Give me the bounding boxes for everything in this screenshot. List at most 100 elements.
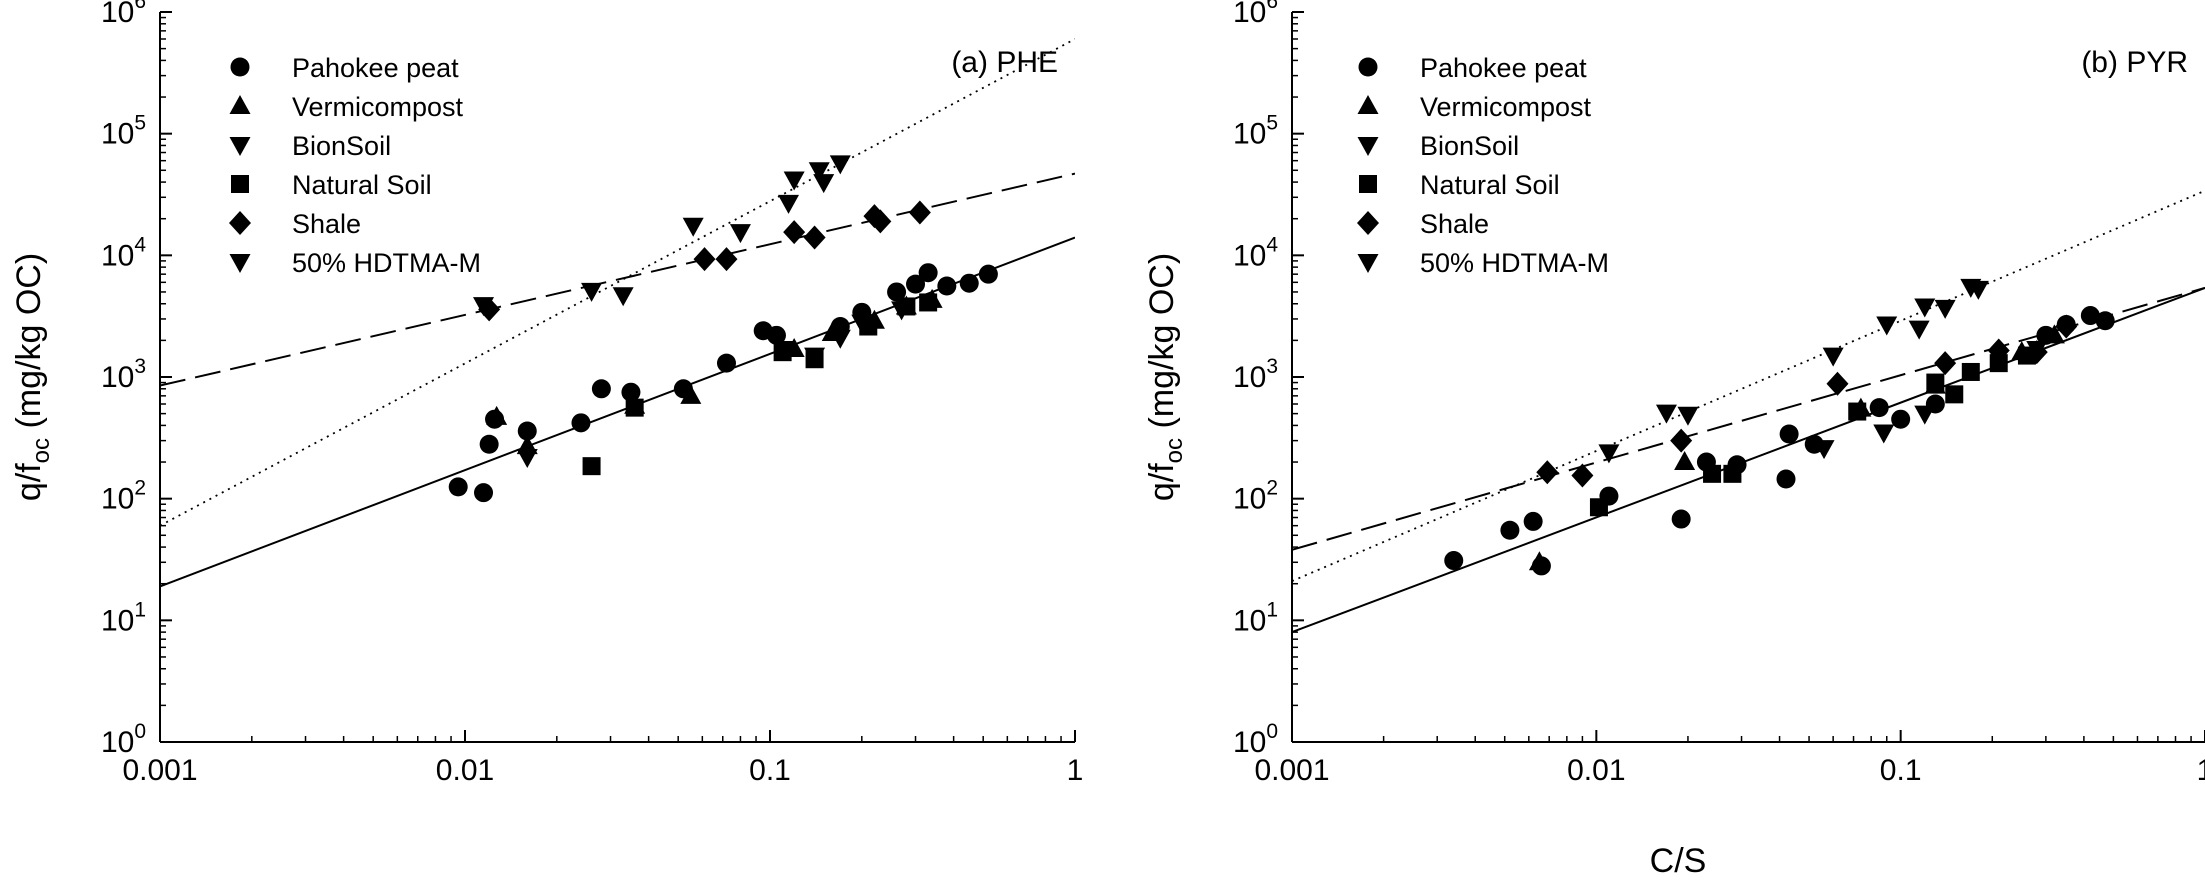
point-natural-soil xyxy=(583,457,601,475)
point-natural-soil xyxy=(859,318,877,336)
point-shale xyxy=(1934,351,1956,375)
y-tick-label: 104 xyxy=(101,233,146,272)
legend-marker-pahokee-peat xyxy=(231,58,250,77)
point-pahokee-peat xyxy=(717,354,736,373)
point-pahokee-peat xyxy=(1500,521,1519,540)
point-50-hdtma-m xyxy=(830,155,851,174)
point-bionsoil xyxy=(1873,424,1894,443)
x-tick-label: 0.1 xyxy=(1880,754,1922,787)
legend-label: Shale xyxy=(292,209,361,239)
point-50-hdtma-m xyxy=(613,287,634,306)
y-tick-label: 102 xyxy=(101,477,146,516)
point-natural-soil xyxy=(626,399,644,417)
y-tick-label: 101 xyxy=(1233,598,1278,637)
point-50-hdtma-m xyxy=(683,218,704,237)
point-50-hdtma-m xyxy=(813,174,834,193)
point-pahokee-peat xyxy=(979,265,998,284)
legend-label: Vermicompost xyxy=(1420,92,1592,122)
y-tick-label: 104 xyxy=(1233,233,1278,272)
point-50-hdtma-m xyxy=(1677,407,1698,426)
x-tick-label: 0.1 xyxy=(749,754,791,787)
legend-label: 50% HDTMA-M xyxy=(1420,248,1609,278)
point-shale xyxy=(1571,464,1593,488)
point-natural-soil xyxy=(774,343,792,361)
point-pahokee-peat xyxy=(1777,470,1796,489)
point-bionsoil xyxy=(1914,406,1935,425)
point-natural-soil xyxy=(1926,374,1944,392)
legend-label: Natural Soil xyxy=(292,170,432,200)
point-50-hdtma-m xyxy=(1876,317,1897,336)
point-pahokee-peat xyxy=(2096,311,2115,330)
point-natural-soil xyxy=(1962,363,1980,381)
point-shale xyxy=(1536,460,1558,484)
point-50-hdtma-m xyxy=(1598,444,1619,463)
y-tick-label: 105 xyxy=(1233,112,1278,151)
point-natural-soil xyxy=(919,293,937,311)
point-natural-soil xyxy=(1723,465,1741,483)
x-tick-label: 1 xyxy=(2197,754,2205,787)
legend-marker-pahokee-peat xyxy=(1359,58,1378,77)
point-pahokee-peat xyxy=(1780,425,1799,444)
point-natural-soil xyxy=(1945,385,1963,403)
y-tick-label: 103 xyxy=(101,355,146,394)
point-shale xyxy=(715,247,737,271)
y-tick-label: 106 xyxy=(101,0,146,29)
point-pahokee-peat xyxy=(960,274,979,293)
legend-marker-bionsoil xyxy=(230,137,251,156)
point-shale xyxy=(909,200,931,224)
point-shale xyxy=(694,247,716,271)
point-pahokee-peat xyxy=(1891,410,1910,429)
point-50-hdtma-m xyxy=(1823,348,1844,367)
y-tick-label: 102 xyxy=(1233,477,1278,516)
point-50-hdtma-m xyxy=(1656,405,1677,424)
legend-marker-natural-soil xyxy=(231,175,249,193)
point-natural-soil xyxy=(806,350,824,368)
legend-label: Shale xyxy=(1420,209,1489,239)
point-pahokee-peat xyxy=(474,483,493,502)
point-50-hdtma-m xyxy=(1935,300,1956,319)
point-pahokee-peat xyxy=(480,435,499,454)
x-tick-label: 0.01 xyxy=(1567,754,1625,787)
point-50-hdtma-m xyxy=(1909,321,1930,340)
point-pahokee-peat xyxy=(571,413,590,432)
point-50-hdtma-m xyxy=(784,172,805,191)
panel-title: (a) PHE xyxy=(951,46,1058,79)
data-points xyxy=(1444,279,2114,576)
legend-marker-vermicompost xyxy=(230,95,251,114)
point-shale xyxy=(804,226,826,250)
point-bionsoil xyxy=(517,449,538,468)
point-pahokee-peat xyxy=(1870,398,1889,417)
y-axis-title: q/foc (mg/kg OC) xyxy=(10,253,55,501)
point-natural-soil xyxy=(897,297,915,315)
legend-label: 50% HDTMA-M xyxy=(292,248,481,278)
point-pahokee-peat xyxy=(1444,551,1463,570)
legend-label: Natural Soil xyxy=(1420,170,1560,200)
point-pahokee-peat xyxy=(1672,510,1691,529)
legend-label: BionSoil xyxy=(292,131,391,161)
y-tick-label: 101 xyxy=(101,598,146,637)
y-tick-label: 106 xyxy=(1233,0,1278,29)
point-pahokee-peat xyxy=(937,276,956,295)
point-50-hdtma-m xyxy=(730,224,751,243)
y-tick-label: 105 xyxy=(101,112,146,151)
fit-line-dashed xyxy=(160,174,1075,386)
point-natural-soil xyxy=(1703,465,1721,483)
x-tick-label: 0.01 xyxy=(436,754,494,787)
panel-title: (b) PYR xyxy=(2081,46,2188,79)
point-vermicompost xyxy=(1674,451,1695,470)
legend-label: Vermicompost xyxy=(292,92,464,122)
point-shale xyxy=(1826,372,1848,396)
legend-marker-shale xyxy=(1357,211,1379,235)
legend-marker-50-hdtma-m xyxy=(230,254,251,273)
x-tick-label: 1 xyxy=(1067,754,1084,787)
legend-label: BionSoil xyxy=(1420,131,1519,161)
y-axis-title: q/foc (mg/kg OC) xyxy=(1143,253,1188,501)
legend-label: Pahokee peat xyxy=(1420,53,1587,83)
legend-marker-50-hdtma-m xyxy=(1358,254,1379,273)
point-natural-soil xyxy=(1848,403,1866,421)
legend-marker-vermicompost xyxy=(1358,95,1379,114)
point-shale xyxy=(783,220,805,244)
point-pahokee-peat xyxy=(919,263,938,282)
fit-line-solid xyxy=(1292,288,2205,632)
panel-pyr: 0.0010.010.11100101102103104105106q/foc … xyxy=(1143,0,2205,787)
